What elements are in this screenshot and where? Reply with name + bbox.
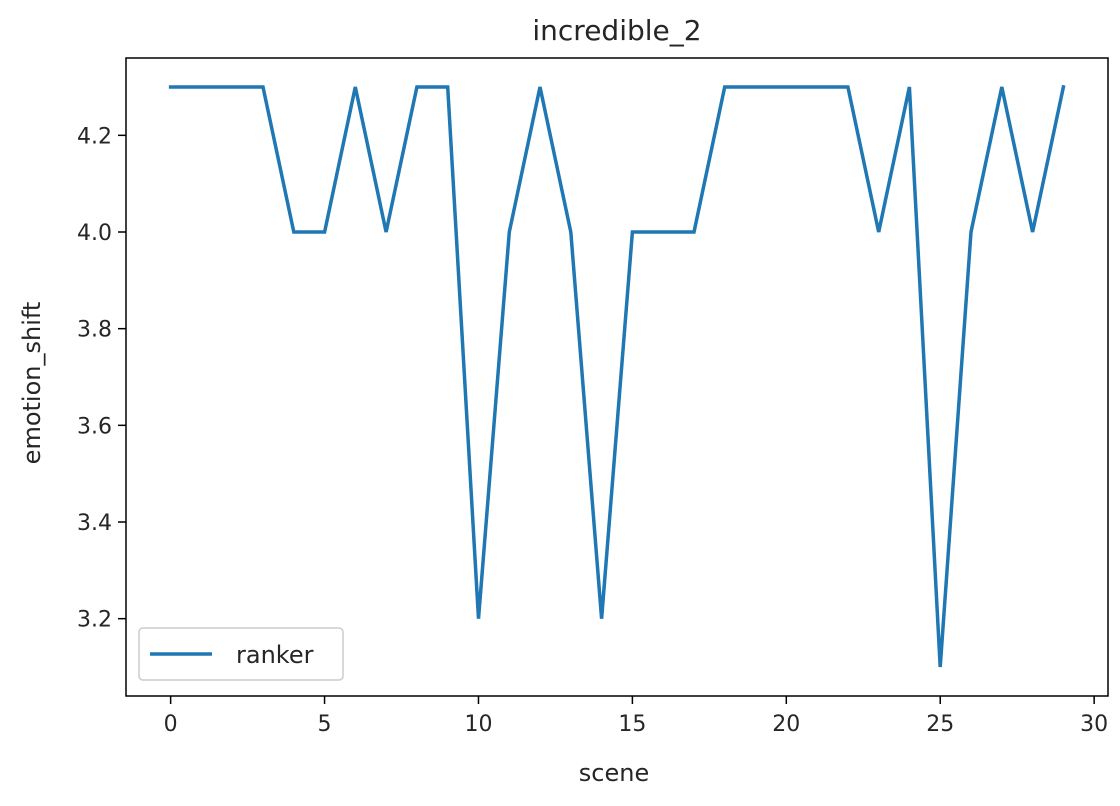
y-axis: 3.2 3.4 3.6 3.8 4.0 4.2	[77, 124, 126, 633]
plot-frame	[125, 57, 1109, 697]
x-tick-label: 10	[464, 712, 492, 737]
legend-box	[138, 627, 344, 681]
x-tick-label: 5	[318, 712, 332, 737]
x-tick-label: 0	[164, 712, 178, 737]
x-tick-label: 30	[1080, 712, 1108, 737]
y-tick-label: 4.2	[77, 124, 112, 149]
legend: ranker	[138, 627, 344, 681]
y-axis-label: emotion_shift	[18, 302, 46, 465]
x-tick-label: 20	[772, 712, 800, 737]
y-tick-label: 3.4	[77, 511, 112, 536]
x-axis-label: scene	[579, 759, 649, 787]
y-tick-label: 3.6	[77, 414, 112, 439]
chart-title: incredible_2	[532, 14, 701, 47]
y-tick-label: 3.2	[77, 608, 112, 633]
legend-label: ranker	[236, 641, 314, 669]
y-tick-label: 4.0	[77, 221, 112, 246]
series-line-ranker	[168, 84, 1066, 668]
x-tick-label: 15	[618, 712, 646, 737]
y-tick-label: 3.8	[77, 318, 112, 343]
x-tick-label: 25	[926, 712, 954, 737]
x-axis: 0 5 10 15 20 25 30	[164, 696, 1108, 737]
series-layer	[168, 84, 1066, 668]
